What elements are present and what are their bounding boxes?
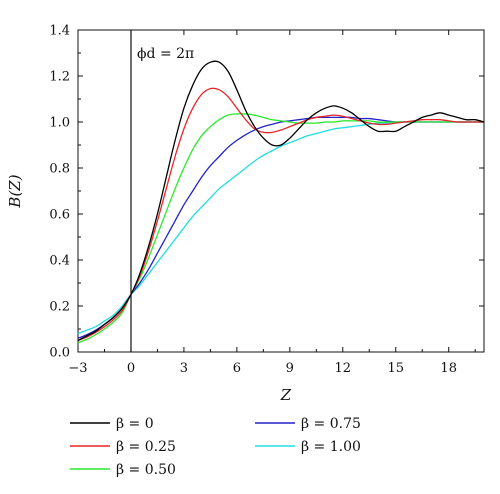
x-tick-label: 15 (387, 361, 404, 376)
x-tick-label: 0 (127, 361, 135, 376)
series-line-1 (77, 87, 484, 342)
legend-label-4: β = 1.00 (301, 439, 361, 455)
y-tick-label: 1.2 (49, 70, 70, 85)
y-tick-label: 0.8 (49, 162, 70, 177)
legend-label-1: β = 0.25 (116, 439, 176, 455)
x-tick-label: 12 (335, 361, 352, 376)
series-line-2 (77, 113, 484, 344)
legend-label-0: β = 0 (116, 416, 154, 432)
y-tick-label: 1.4 (49, 24, 70, 39)
legend: β = 0 β = 0.25 β = 0.50 β = 0.75 β = 1.00 (70, 416, 361, 478)
y-axis-ticks: 0.0 0.2 0.4 0.6 0.8 1.0 1.2 1.4 (49, 24, 484, 361)
y-axis-label: B(Z) (6, 174, 24, 208)
legend-label-3: β = 0.75 (301, 416, 361, 432)
x-tick-label: 6 (233, 361, 241, 376)
series-line-4 (77, 121, 484, 335)
y-tick-label: 0.2 (49, 300, 70, 315)
y-tick-label: 0.0 (49, 346, 70, 361)
x-tick-label: −3 (68, 361, 87, 376)
y-tick-label: 0.4 (49, 254, 70, 269)
phi-annotation: ϕd = 2π (137, 46, 194, 62)
x-tick-label: 18 (440, 361, 457, 376)
x-tick-label: 3 (180, 361, 188, 376)
legend-label-2: β = 0.50 (116, 462, 176, 478)
x-axis-label: Z (280, 386, 292, 404)
x-axis-ticks: −3 0 3 6 9 12 15 18 (68, 30, 476, 376)
plot-frame (77, 29, 485, 353)
y-tick-label: 0.6 (49, 208, 70, 223)
series-lines (77, 60, 485, 344)
series-line-3 (77, 116, 484, 339)
series-line-0 (77, 60, 485, 342)
x-tick-label: 9 (286, 361, 294, 376)
y-tick-label: 1.0 (49, 116, 70, 131)
